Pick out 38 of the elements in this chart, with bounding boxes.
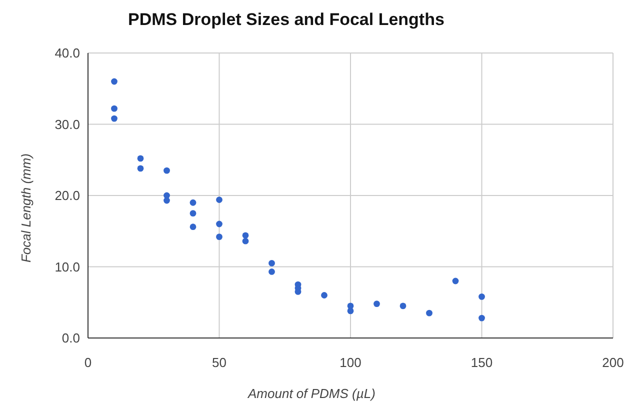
y-axis-title: Focal Length (mm) <box>18 153 34 263</box>
x-axis-title: Amount of PDMS (µL) <box>248 386 376 401</box>
point <box>111 78 118 85</box>
point <box>190 224 196 230</box>
x-tick-label: 100 <box>340 355 362 370</box>
point <box>242 232 249 239</box>
x-tick-label: 150 <box>470 355 493 370</box>
point <box>321 292 328 298</box>
point <box>164 197 170 204</box>
y-tick-label: 40.0 <box>54 46 80 61</box>
y-tick-label: 30.0 <box>54 116 80 132</box>
y-tick-label: 10.0 <box>54 259 80 274</box>
point <box>268 260 275 266</box>
y-tick-label: 20.0 <box>54 188 80 204</box>
chart-title: PDMS Droplet Sizes and Focal Lengths <box>128 10 444 30</box>
point <box>164 167 170 174</box>
point <box>190 210 196 217</box>
point <box>426 310 432 316</box>
point <box>216 220 222 228</box>
point <box>216 234 222 240</box>
point <box>452 278 459 284</box>
point <box>478 293 485 300</box>
point <box>400 302 406 310</box>
point <box>347 308 354 314</box>
point <box>268 268 275 275</box>
point <box>216 196 222 203</box>
point <box>374 300 380 307</box>
x-tick-label: 50 <box>212 355 226 370</box>
point <box>190 199 196 206</box>
point <box>111 105 118 112</box>
x-tick-label: 0 <box>84 355 92 370</box>
point <box>111 115 118 122</box>
x-tick-label: 200 <box>602 355 624 370</box>
point <box>242 238 249 244</box>
point <box>137 165 144 172</box>
point <box>137 155 144 162</box>
y-tick-label: 0.0 <box>62 330 80 346</box>
point <box>478 314 485 322</box>
